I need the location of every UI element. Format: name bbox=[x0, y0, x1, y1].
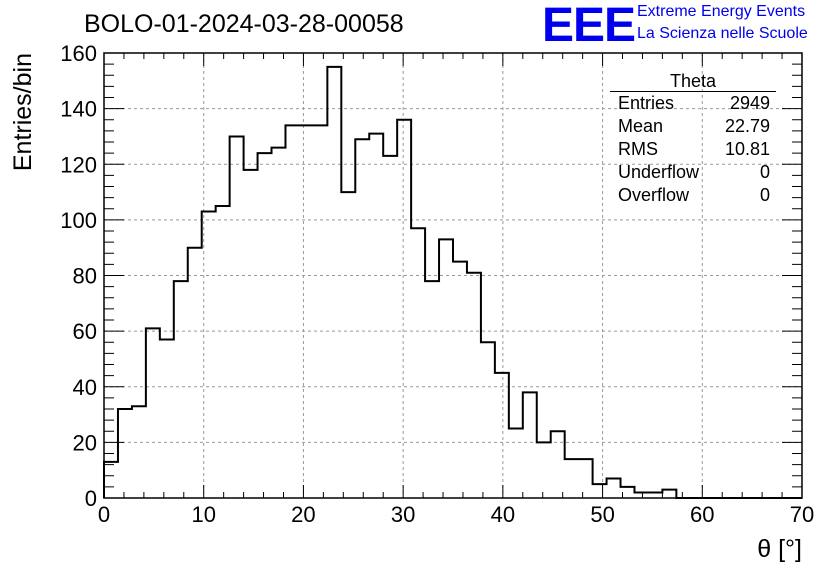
histogram-series bbox=[103, 65, 802, 499]
stats-label: Mean bbox=[618, 116, 664, 136]
y-tick-label: 80 bbox=[73, 264, 97, 289]
stats-value: 0 bbox=[759, 185, 770, 205]
stats-row-underflow: Underflow 0 bbox=[610, 161, 776, 184]
stats-value: 22.79 bbox=[724, 116, 770, 136]
x-axis-label: θ [°] bbox=[757, 535, 802, 563]
stats-label: Overflow bbox=[618, 185, 690, 205]
x-tick-label: 0 bbox=[98, 502, 110, 527]
x-tick-label: 50 bbox=[590, 502, 614, 527]
stats-value: 2949 bbox=[729, 93, 770, 113]
stats-row-mean: Mean 22.79 bbox=[610, 115, 776, 138]
logo-line-2: La Scienza nelle Scuole bbox=[637, 25, 808, 42]
stats-value: 10.81 bbox=[724, 139, 770, 159]
x-tick-label: 40 bbox=[491, 502, 515, 527]
x-tick-label: 60 bbox=[690, 502, 714, 527]
eee-logo: EEE bbox=[542, 0, 636, 52]
y-tick-label: 160 bbox=[60, 41, 97, 66]
stats-title: Theta bbox=[610, 72, 776, 92]
x-tick-label: 10 bbox=[191, 502, 215, 527]
stats-row-rms: RMS 10.81 bbox=[610, 138, 776, 161]
stats-row-overflow: Overflow 0 bbox=[610, 184, 776, 207]
y-tick-label: 100 bbox=[60, 208, 97, 233]
y-tick-label: 20 bbox=[73, 430, 97, 455]
stats-label: Underflow bbox=[618, 162, 700, 182]
stats-label: Entries bbox=[618, 93, 675, 113]
stats-box: Theta Entries 2949 Mean 22.79 RMS 10.81 Underf… bbox=[610, 72, 776, 207]
stats-row-entries: Entries 2949 bbox=[610, 92, 776, 115]
stats-value: 0 bbox=[759, 162, 770, 182]
y-tick-label: 120 bbox=[60, 152, 97, 177]
y-tick-label: 140 bbox=[60, 97, 97, 122]
y-tick-label: 0 bbox=[85, 486, 97, 511]
chart-title: BOLO-01-2024-03-28-00058 bbox=[84, 10, 404, 38]
x-tick-label: 70 bbox=[790, 502, 814, 527]
x-tick-label: 20 bbox=[291, 502, 315, 527]
y-tick-label: 40 bbox=[73, 375, 97, 400]
y-axis-label: Entries/bin bbox=[9, 53, 37, 171]
logo-line-1: Extreme Energy Events bbox=[637, 3, 806, 20]
stats-label: RMS bbox=[618, 139, 658, 159]
x-tick-label: 30 bbox=[391, 502, 415, 527]
y-tick-label: 60 bbox=[73, 319, 97, 344]
